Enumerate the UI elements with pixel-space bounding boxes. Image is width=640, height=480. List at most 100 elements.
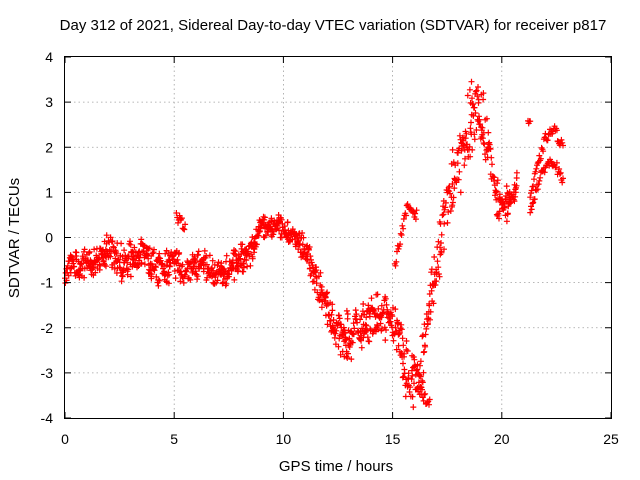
data-point (409, 372, 416, 379)
data-point (344, 354, 351, 361)
data-point (449, 181, 456, 187)
data-point (400, 216, 407, 222)
data-point (541, 169, 548, 176)
data-point (533, 165, 540, 172)
data-point (449, 202, 456, 209)
data-point (289, 226, 296, 233)
data-point (349, 339, 356, 346)
data-point (441, 246, 447, 253)
data-point (451, 185, 458, 192)
data-point (530, 199, 537, 206)
data-point (472, 110, 479, 116)
data-point (329, 307, 336, 314)
data-point (178, 215, 185, 222)
data-point (456, 168, 463, 175)
grid-lines (65, 57, 611, 418)
data-point (175, 219, 181, 226)
data-point (494, 177, 501, 184)
data-point (556, 166, 563, 172)
data-point (496, 191, 503, 198)
data-point (424, 320, 431, 327)
data-point (536, 152, 543, 159)
data-point (106, 239, 113, 246)
data-point (501, 204, 508, 211)
data-point (531, 196, 538, 203)
data-point (366, 338, 373, 345)
data-point (353, 311, 360, 318)
data-point (223, 252, 230, 259)
data-point (468, 119, 474, 126)
data-point (420, 369, 427, 376)
data-point (473, 87, 480, 94)
data-point (513, 182, 520, 189)
data-point (413, 367, 420, 374)
data-point (437, 244, 443, 251)
data-point (342, 329, 348, 336)
data-point (449, 199, 456, 206)
data-point (119, 272, 125, 279)
data-point (324, 289, 331, 296)
data-point (201, 247, 208, 254)
data-point (469, 146, 476, 153)
data-point (399, 374, 406, 381)
data-point (426, 291, 433, 297)
data-point (430, 300, 437, 307)
chart-title: Day 312 of 2021, Sidereal Day-to-day VTE… (60, 17, 607, 34)
data-point (127, 238, 133, 245)
data-point (466, 143, 473, 150)
data-point (78, 260, 85, 267)
data-point (530, 183, 537, 190)
data-point (183, 268, 190, 275)
data-point (318, 304, 325, 311)
data-point (422, 331, 429, 338)
data-point (336, 315, 343, 322)
data-point (402, 393, 409, 400)
data-point (535, 181, 542, 188)
data-point (329, 301, 336, 308)
data-point (410, 354, 417, 360)
x-tick-label: 15 (385, 431, 401, 447)
data-point (322, 294, 329, 301)
data-point (559, 179, 566, 186)
data-point (382, 295, 389, 302)
data-point (173, 210, 180, 216)
data-point (556, 170, 563, 177)
y-tick-labels: -4 -3 -2 -1 0 1 2 3 4 (41, 49, 54, 426)
x-tick-label: 25 (603, 431, 619, 447)
data-point (422, 390, 429, 397)
data-point (398, 321, 405, 328)
data-point (135, 263, 142, 269)
data-point (257, 228, 263, 235)
data-point (558, 136, 565, 143)
data-point (78, 261, 85, 268)
data-point (540, 148, 547, 155)
data-points (62, 78, 566, 411)
data-point (431, 254, 438, 260)
data-point (560, 142, 566, 149)
data-point (218, 260, 225, 267)
data-point (165, 280, 172, 287)
data-point (156, 250, 163, 257)
data-point (469, 95, 475, 102)
data-point (466, 86, 473, 93)
data-point (417, 362, 423, 369)
data-point (419, 333, 426, 340)
data-point (426, 302, 433, 309)
data-point (286, 237, 293, 244)
y-tick-label: -1 (41, 275, 54, 291)
data-point (441, 220, 448, 227)
data-point (496, 215, 502, 222)
data-point (109, 238, 116, 245)
data-point (155, 282, 162, 289)
data-point (84, 257, 91, 264)
data-point (237, 255, 244, 262)
data-point (408, 376, 415, 383)
data-point (438, 231, 445, 238)
data-point (398, 326, 405, 333)
data-point (419, 386, 425, 393)
data-point (390, 337, 397, 344)
data-point (450, 194, 457, 201)
data-point (103, 263, 109, 270)
data-point (537, 155, 544, 162)
